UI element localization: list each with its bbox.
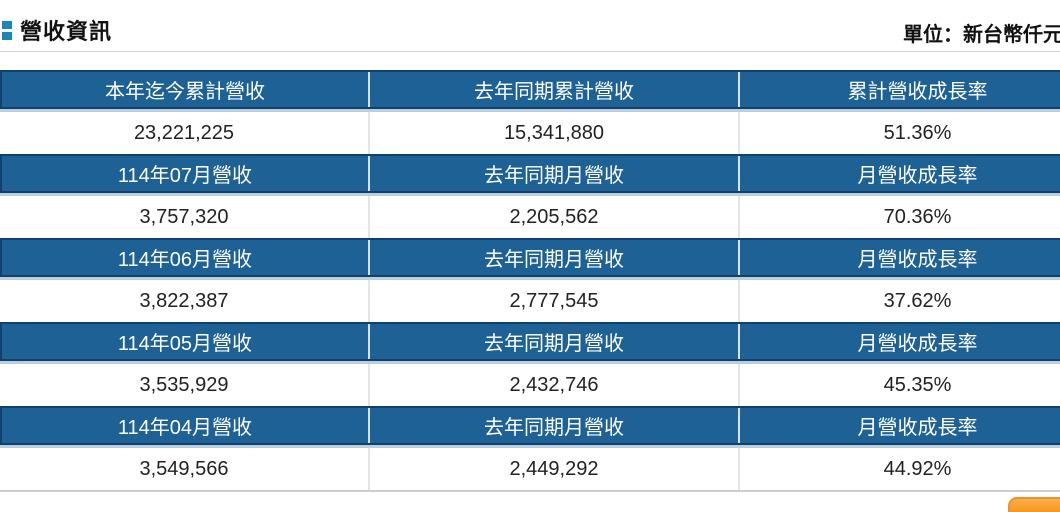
data-cell: 44.92%: [883, 457, 952, 480]
data-cell: 37.62%: [883, 289, 952, 312]
data-row-month-04: 3,549,566 2,449,292 44.92%: [0, 448, 1060, 490]
header-underline: [0, 445, 1060, 448]
header-cell: 114年07月營收: [2, 156, 370, 191]
header-cell: 去年同期月營收: [370, 408, 740, 443]
header-cell: 114年06月營收: [2, 240, 370, 275]
header-cell: 114年05月營收: [2, 324, 370, 359]
header-cell: 去年同期累計營收: [370, 72, 740, 107]
header-cell: 去年同期月營收: [370, 240, 740, 275]
data-cell: 3,822,387: [0, 280, 370, 322]
data-cell: 3,757,320: [0, 196, 370, 238]
data-cell: 51.36%: [883, 121, 952, 144]
header-row-month-06: 114年06月營收 去年同期月營收 月營收成長率: [0, 238, 1060, 277]
data-cell: 2,432,746: [370, 364, 740, 406]
data-cell: 2,777,545: [370, 280, 740, 322]
data-cell: 3,549,566: [0, 448, 370, 490]
data-cell: 15,341,880: [370, 112, 740, 154]
page-title: 營收資訊: [20, 19, 113, 44]
header-cell: 本年迄今累計營收: [2, 72, 370, 107]
title-bullet-icon: [2, 20, 12, 40]
page-header: 營收資訊 單位：新台幣仟元: [0, 0, 1060, 52]
data-row-month-06: 3,822,387 2,777,545 37.62%: [0, 280, 1060, 322]
data-row-ytd: 23,221,225 15,341,880 51.36%: [0, 112, 1060, 154]
data-row-month-07: 3,757,320 2,205,562 70.36%: [0, 196, 1060, 238]
header-underline: [0, 277, 1060, 280]
data-cell: 23,221,225: [0, 112, 370, 154]
data-cell: 2,205,562: [370, 196, 740, 238]
header-cell: 月營收成長率: [857, 417, 978, 439]
header-cell: 月營收成長率: [857, 333, 978, 355]
header-cell: 月營收成長率: [857, 249, 978, 271]
header-underline: [0, 109, 1060, 112]
scroll-top-button[interactable]: [1008, 497, 1060, 512]
header-row-month-04: 114年04月營收 去年同期月營收 月營收成長率: [0, 406, 1060, 445]
header-row-ytd: 本年迄今累計營收 去年同期累計營收 累計營收成長率: [0, 70, 1060, 109]
header-underline: [0, 361, 1060, 364]
unit-label: 單位：新台幣仟元: [903, 24, 1060, 46]
header-cell: 去年同期月營收: [370, 324, 740, 359]
header-cell: 月營收成長率: [857, 165, 978, 187]
header-cell: 累計營收成長率: [847, 81, 988, 103]
header-row-month-05: 114年05月營收 去年同期月營收 月營收成長率: [0, 322, 1060, 361]
title-wrap: 營收資訊: [2, 14, 112, 46]
revenue-table: 本年迄今累計營收 去年同期累計營收 累計營收成長率 23,221,225 15,…: [0, 70, 1060, 490]
data-cell: 70.36%: [883, 205, 952, 228]
header-cell: 去年同期月營收: [370, 156, 740, 191]
data-cell: 45.35%: [883, 373, 952, 396]
header-underline: [0, 193, 1060, 196]
table-bottom-divider: [0, 490, 1060, 492]
data-cell: 2,449,292: [370, 448, 740, 490]
data-row-month-05: 3,535,929 2,432,746 45.35%: [0, 364, 1060, 406]
data-cell: 3,535,929: [0, 364, 370, 406]
header-row-month-07: 114年07月營收 去年同期月營收 月營收成長率: [0, 154, 1060, 193]
header-cell: 114年04月營收: [2, 408, 370, 443]
